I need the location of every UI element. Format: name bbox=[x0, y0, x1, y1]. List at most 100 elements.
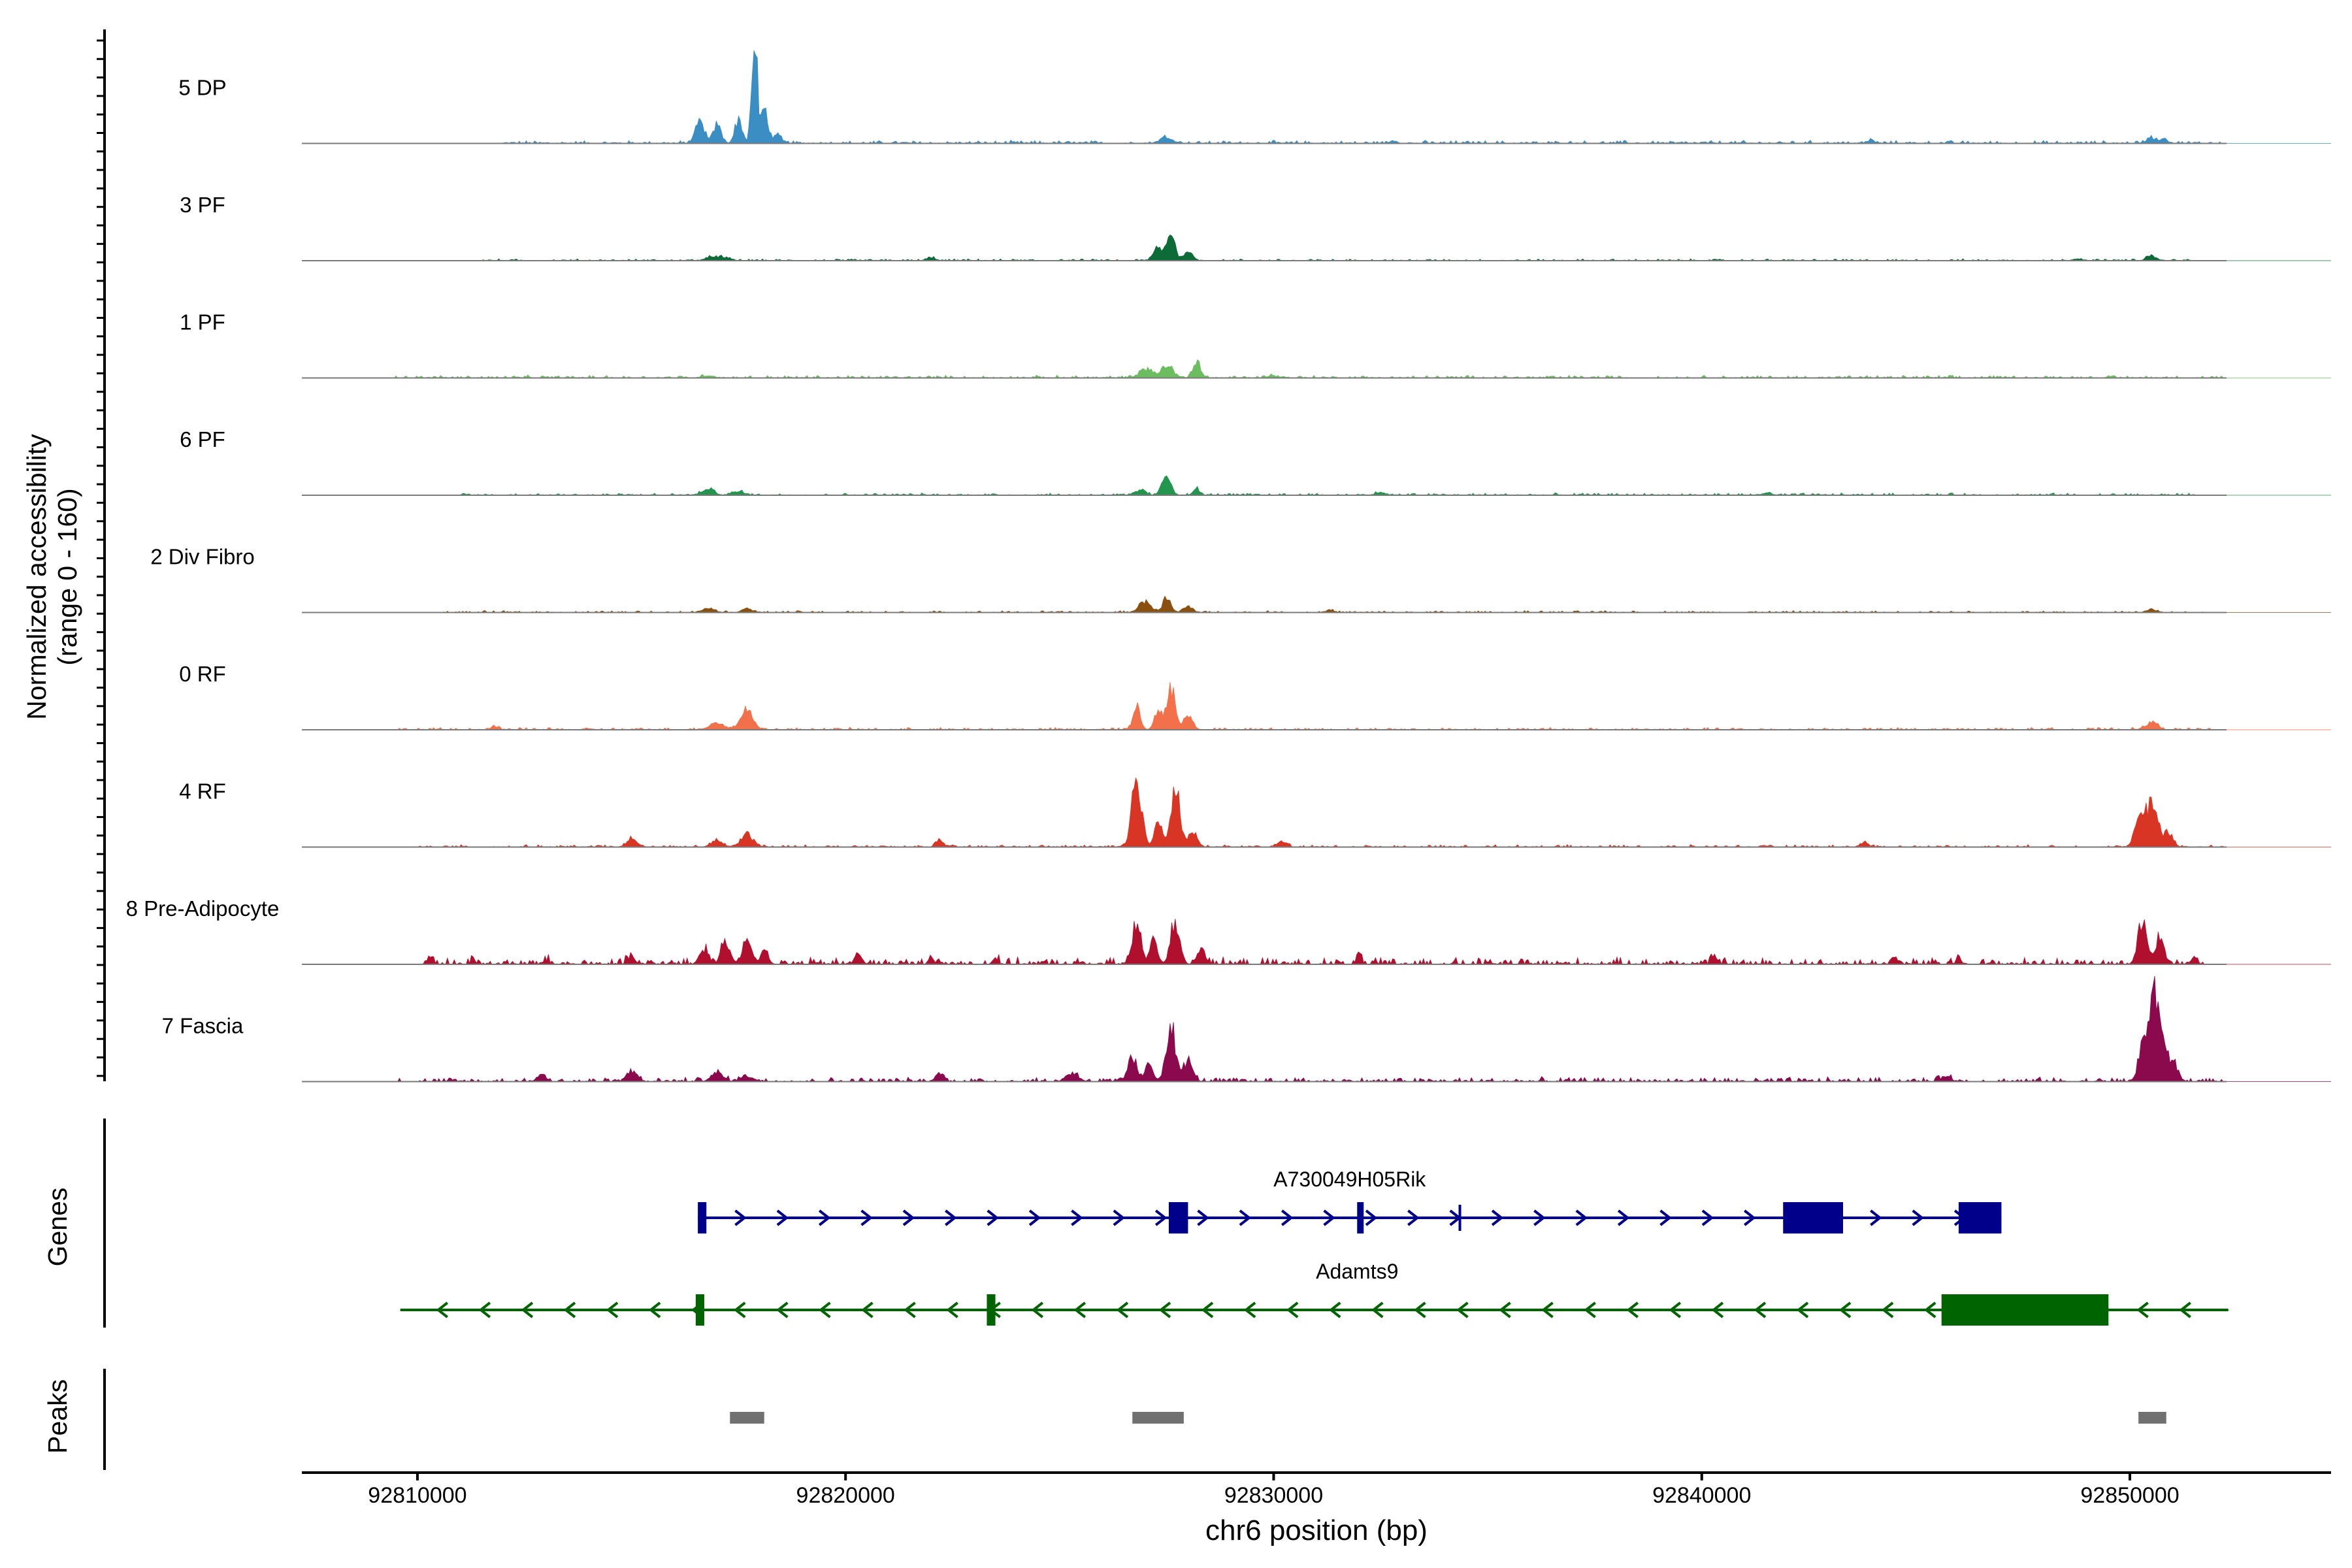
x-axis-tick-label: 92820000 bbox=[796, 1483, 895, 1508]
strand-chevron bbox=[1113, 1209, 1126, 1226]
strand-chevron bbox=[945, 1209, 957, 1226]
strand-chevron bbox=[904, 1301, 916, 1318]
track: 1 PF bbox=[180, 310, 2331, 379]
gene-name-label: Adamts9 bbox=[1316, 1260, 1398, 1283]
x-axis-title: chr6 position (bp) bbox=[1205, 1514, 1428, 1546]
strand-chevron bbox=[861, 1301, 874, 1318]
x-axis-tick-label: 92850000 bbox=[2080, 1483, 2179, 1508]
strand-chevron bbox=[1575, 1209, 1588, 1226]
x-axis: 92810000 92820000 92830000 92840000 92850000 bbox=[302, 1471, 2331, 1508]
track: 7 Fascia bbox=[162, 975, 2331, 1083]
strand-chevron bbox=[1243, 1301, 1256, 1318]
gene-model: Adamts9 bbox=[400, 1260, 2229, 1326]
track-label: 3 PF bbox=[180, 193, 225, 217]
peak-region-bar bbox=[2138, 1412, 2166, 1424]
strand-chevron bbox=[1365, 1209, 1378, 1226]
strand-chevron bbox=[734, 1209, 747, 1226]
strand-chevron bbox=[902, 1209, 915, 1226]
gene-exon bbox=[987, 1294, 996, 1326]
strand-chevron bbox=[1201, 1301, 1214, 1318]
strand-chevron bbox=[1881, 1301, 1894, 1318]
strand-chevron bbox=[478, 1301, 491, 1318]
peaks-panel bbox=[103, 1369, 2166, 1470]
strand-chevron bbox=[1584, 1301, 1596, 1318]
track-label: 1 PF bbox=[180, 310, 225, 335]
track: 4 RF bbox=[179, 777, 2331, 848]
strand-chevron bbox=[1071, 1209, 1083, 1226]
strand-chevron bbox=[1541, 1301, 1554, 1318]
track: 8 Pre-Adipocyte bbox=[126, 896, 2331, 966]
strand-chevron bbox=[1617, 1209, 1630, 1226]
genes-panel: A730049H05Rik Adamts9 bbox=[103, 1119, 2229, 1328]
strand-chevron bbox=[1744, 1209, 1756, 1226]
y-axis-range-label: (range 0 - 160) bbox=[52, 488, 82, 665]
strand-chevron bbox=[1407, 1209, 1420, 1226]
strand-chevron bbox=[1323, 1209, 1335, 1226]
strand-chevron bbox=[1197, 1209, 1209, 1226]
gene-exon bbox=[695, 1294, 704, 1326]
gene-exon bbox=[1941, 1294, 2109, 1326]
strand-chevron bbox=[1499, 1301, 1511, 1318]
strand-chevron bbox=[818, 1209, 831, 1226]
strand-chevron bbox=[1838, 1301, 1852, 1318]
strand-chevron bbox=[1031, 1301, 1044, 1318]
strand-chevron bbox=[734, 1301, 746, 1318]
strand-chevron bbox=[1924, 1301, 1936, 1318]
strand-chevron bbox=[1796, 1301, 1809, 1318]
track-label: 2 Div Fibro bbox=[150, 545, 255, 569]
peak-region-bar bbox=[730, 1412, 764, 1424]
strand-chevron bbox=[776, 1301, 789, 1318]
strand-chevron bbox=[860, 1209, 873, 1226]
strand-chevron bbox=[1870, 1209, 1882, 1226]
strand-chevron bbox=[2179, 1301, 2191, 1318]
strand-chevron bbox=[1116, 1301, 1129, 1318]
x-axis-tick-label: 92830000 bbox=[1224, 1483, 1323, 1508]
track-label: 6 PF bbox=[180, 427, 225, 451]
strand-chevron bbox=[1154, 1209, 1168, 1226]
strand-chevron bbox=[1028, 1209, 1041, 1226]
strand-chevron bbox=[648, 1301, 661, 1318]
gene-exon bbox=[1357, 1202, 1364, 1233]
strand-chevron bbox=[1626, 1301, 1639, 1318]
strand-chevron bbox=[1711, 1301, 1724, 1318]
strand-chevron bbox=[1912, 1209, 1924, 1226]
gene-exon bbox=[1958, 1202, 2002, 1233]
gene-exon bbox=[1783, 1202, 1843, 1233]
strand-chevron bbox=[1371, 1301, 1384, 1318]
track: 0 RF bbox=[179, 662, 2331, 730]
strand-chevron bbox=[436, 1301, 449, 1318]
coverage-tracks: 5 DP 3 PF 1 PF 6 PF 2 Div Fibro 0 RF 4 RF 8 Pre… bbox=[97, 29, 2331, 1083]
strand-chevron bbox=[1286, 1301, 1299, 1318]
strand-chevron bbox=[2136, 1301, 2149, 1318]
gene-model: A730049H05Rik bbox=[698, 1168, 2002, 1233]
gene-exon bbox=[1168, 1202, 1188, 1233]
strand-chevron bbox=[1456, 1301, 1469, 1318]
track-label: 8 Pre-Adipocyte bbox=[126, 896, 280, 921]
strand-chevron bbox=[1414, 1301, 1426, 1318]
strand-chevron bbox=[1701, 1209, 1714, 1226]
track: 2 Div Fibro bbox=[150, 545, 2331, 613]
track-label: 7 Fascia bbox=[162, 1014, 244, 1038]
strand-chevron bbox=[563, 1301, 576, 1318]
peak-region-bar bbox=[1132, 1412, 1184, 1424]
strand-chevron bbox=[1491, 1209, 1504, 1226]
strand-chevron bbox=[1659, 1209, 1672, 1226]
track: 5 DP bbox=[178, 50, 2331, 144]
strand-chevron bbox=[1533, 1209, 1546, 1226]
strand-chevron bbox=[1158, 1301, 1171, 1318]
genes-panel-label: Genes bbox=[42, 1188, 73, 1267]
y-axis-label: Normalized accessibility bbox=[22, 434, 52, 720]
strand-chevron bbox=[1073, 1301, 1086, 1318]
strand-chevron bbox=[1329, 1301, 1341, 1318]
track: 6 PF bbox=[180, 427, 2331, 496]
track: 3 PF bbox=[180, 193, 2331, 261]
strand-chevron bbox=[606, 1301, 619, 1318]
x-axis-tick-label: 92840000 bbox=[1652, 1483, 1751, 1508]
track-label: 0 RF bbox=[179, 662, 226, 686]
strand-chevron bbox=[1754, 1301, 1767, 1318]
strand-chevron bbox=[1669, 1301, 1682, 1318]
track-label: 5 DP bbox=[178, 76, 226, 100]
strand-chevron bbox=[819, 1301, 831, 1318]
